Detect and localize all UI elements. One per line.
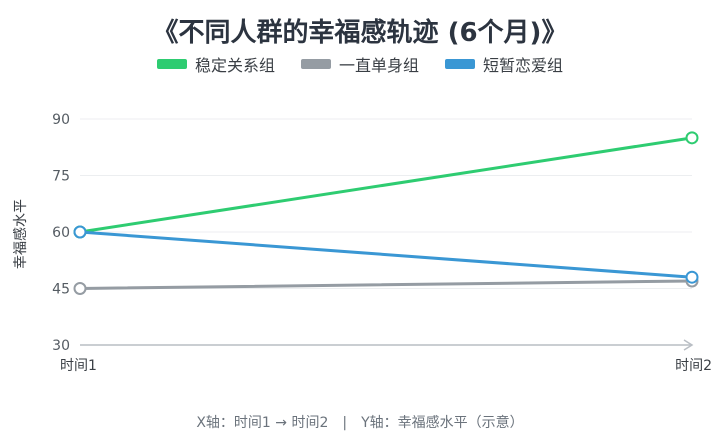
- y-tick-label: 75: [52, 169, 70, 185]
- axis-layer: [80, 339, 694, 351]
- footer-x-note: X轴：时间1 → 时间2: [196, 415, 329, 431]
- y-tick-label: 30: [52, 338, 70, 354]
- series-point-2-1: [685, 270, 699, 284]
- series-line-0: [78, 136, 694, 234]
- series-point-2-0: [73, 225, 87, 239]
- legend-label-stable: 稳定关系组: [194, 56, 275, 75]
- y-axis-title: 幸福感水平: [12, 199, 29, 269]
- series-point-0-1: [685, 131, 699, 145]
- legend-label-short-term: 短暂恋爱组: [483, 56, 564, 75]
- legend-label-single: 一直单身组: [338, 56, 419, 75]
- x-tick-label: 时间2: [675, 358, 712, 374]
- y-tick-label: 45: [52, 282, 70, 298]
- y-tick-label: 90: [52, 112, 70, 128]
- legend-swatch-single: [300, 59, 331, 69]
- x-tick-label: 时间1: [60, 358, 97, 374]
- legend-item-stable[interactable]: 稳定关系组: [156, 52, 275, 76]
- legend: 稳定关系组 一直单身组 短暂恋爱组: [0, 52, 720, 76]
- legend-item-single[interactable]: 一直单身组: [300, 52, 419, 76]
- series-line-1: [78, 279, 694, 290]
- series-layer: [73, 131, 699, 295]
- legend-swatch-short-term: [445, 59, 475, 69]
- series-line-2: [78, 230, 694, 279]
- x-axis-arrow: [683, 339, 694, 351]
- footer-note: X轴：时间1 → 时间2 | Y轴：幸福感水平（示意）: [0, 412, 720, 432]
- legend-swatch-stable: [156, 59, 187, 69]
- legend-item-short-term[interactable]: 短暂恋爱组: [445, 52, 563, 76]
- chart-title: 《不同人群的幸福感轨迹 (6个月)》: [152, 18, 568, 48]
- y-tick-label: 60: [52, 225, 70, 241]
- label-layer: 30 45 60 75 90 时间1 时间2 幸福感水平: [12, 112, 712, 374]
- grid-layer: [80, 118, 692, 289]
- footer-y-note: Y轴：幸福感水平（示意）: [361, 415, 524, 431]
- series-point-1-0: [73, 282, 87, 295]
- footer-separator: |: [342, 415, 348, 431]
